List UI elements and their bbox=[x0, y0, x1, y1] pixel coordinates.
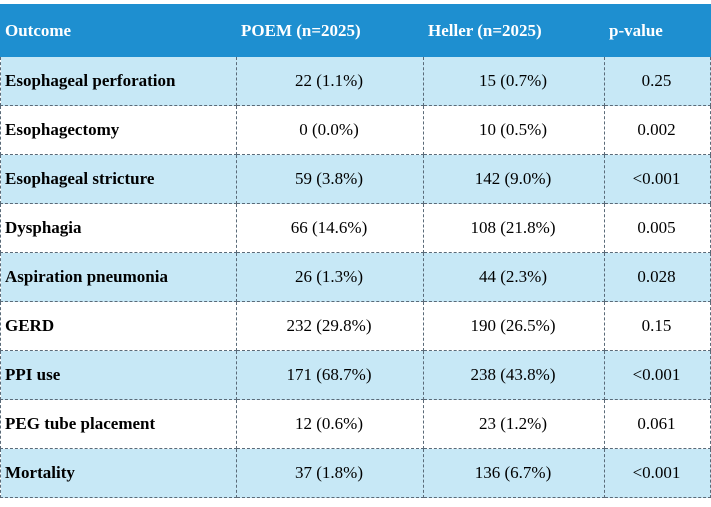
outcome-cell: Esophageal stricture bbox=[0, 154, 237, 204]
header-heller: Heller (n=2025) bbox=[423, 4, 605, 57]
heller-cell: 15 (0.7%) bbox=[423, 56, 605, 106]
table-row: Dysphagia 66 (14.6%) 108 (21.8%) 0.005 bbox=[0, 203, 711, 253]
heller-cell: 190 (26.5%) bbox=[423, 301, 605, 351]
table-row: GERD 232 (29.8%) 190 (26.5%) 0.15 bbox=[0, 301, 711, 351]
header-row: Outcome POEM (n=2025) Heller (n=2025) p-… bbox=[0, 4, 711, 57]
table-row: Esophagectomy 0 (0.0%) 10 (0.5%) 0.002 bbox=[0, 105, 711, 155]
outcome-cell: PPI use bbox=[0, 350, 237, 400]
p-value-cell: <0.001 bbox=[604, 350, 711, 400]
outcome-cell: Esophageal perforation bbox=[0, 56, 237, 106]
table-row: Mortality 37 (1.8%) 136 (6.7%) <0.001 bbox=[0, 448, 711, 498]
poem-cell: 66 (14.6%) bbox=[236, 203, 424, 253]
p-value-cell: <0.001 bbox=[604, 448, 711, 498]
outcome-cell: Esophagectomy bbox=[0, 105, 237, 155]
outcome-cell: GERD bbox=[0, 301, 237, 351]
p-value-cell: 0.15 bbox=[604, 301, 711, 351]
poem-cell: 12 (0.6%) bbox=[236, 399, 424, 449]
heller-cell: 136 (6.7%) bbox=[423, 448, 605, 498]
table-row: PEG tube placement 12 (0.6%) 23 (1.2%) 0… bbox=[0, 399, 711, 449]
heller-cell: 238 (43.8%) bbox=[423, 350, 605, 400]
header-poem: POEM (n=2025) bbox=[236, 4, 424, 57]
p-value-cell: 0.028 bbox=[604, 252, 711, 302]
header-p-value: p-value bbox=[604, 4, 711, 57]
poem-cell: 26 (1.3%) bbox=[236, 252, 424, 302]
outcome-cell: Dysphagia bbox=[0, 203, 237, 253]
heller-cell: 142 (9.0%) bbox=[423, 154, 605, 204]
heller-cell: 10 (0.5%) bbox=[423, 105, 605, 155]
poem-cell: 171 (68.7%) bbox=[236, 350, 424, 400]
outcomes-table: Outcome POEM (n=2025) Heller (n=2025) p-… bbox=[0, 4, 711, 498]
p-value-cell: 0.002 bbox=[604, 105, 711, 155]
poem-cell: 232 (29.8%) bbox=[236, 301, 424, 351]
outcome-cell: PEG tube placement bbox=[0, 399, 237, 449]
table-row: Esophageal perforation 22 (1.1%) 15 (0.7… bbox=[0, 56, 711, 106]
outcome-cell: Aspiration pneumonia bbox=[0, 252, 237, 302]
poem-cell: 59 (3.8%) bbox=[236, 154, 424, 204]
outcome-cell: Mortality bbox=[0, 448, 237, 498]
p-value-cell: 0.25 bbox=[604, 56, 711, 106]
heller-cell: 23 (1.2%) bbox=[423, 399, 605, 449]
table-row: Aspiration pneumonia 26 (1.3%) 44 (2.3%)… bbox=[0, 252, 711, 302]
poem-cell: 37 (1.8%) bbox=[236, 448, 424, 498]
heller-cell: 44 (2.3%) bbox=[423, 252, 605, 302]
table-row: PPI use 171 (68.7%) 238 (43.8%) <0.001 bbox=[0, 350, 711, 400]
p-value-cell: 0.061 bbox=[604, 399, 711, 449]
p-value-cell: <0.001 bbox=[604, 154, 711, 204]
heller-cell: 108 (21.8%) bbox=[423, 203, 605, 253]
poem-cell: 22 (1.1%) bbox=[236, 56, 424, 106]
header-outcome: Outcome bbox=[0, 4, 237, 57]
p-value-cell: 0.005 bbox=[604, 203, 711, 253]
table-row: Esophageal stricture 59 (3.8%) 142 (9.0%… bbox=[0, 154, 711, 204]
poem-cell: 0 (0.0%) bbox=[236, 105, 424, 155]
